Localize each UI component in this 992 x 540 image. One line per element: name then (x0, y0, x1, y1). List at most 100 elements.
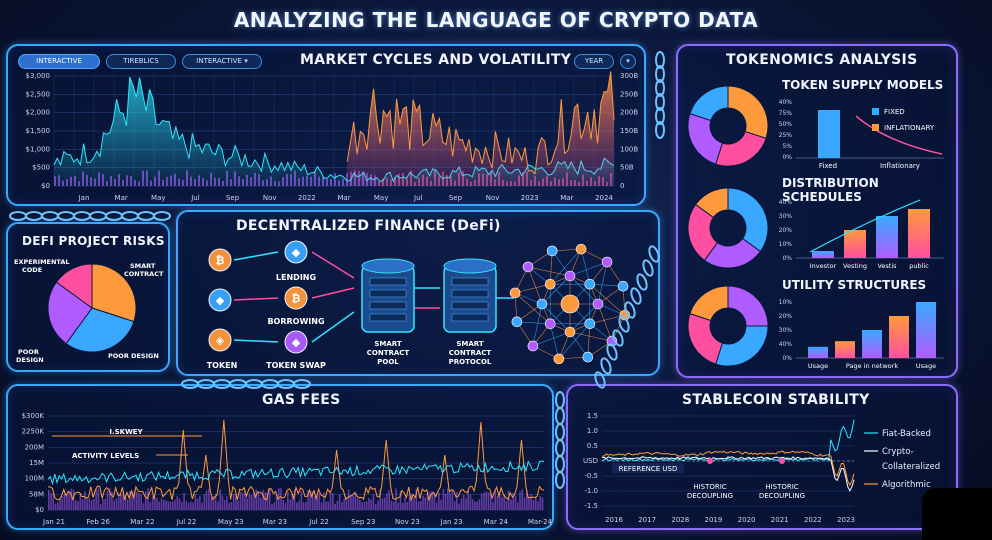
price-series-orange-line (346, 71, 615, 175)
utility-y-tick: 30% (779, 327, 793, 334)
supply-y-tick: 5% (782, 143, 792, 150)
interactive-button[interactable]: INTERACTIVE (18, 54, 100, 69)
gas-bar (341, 502, 343, 510)
gas-y-tick: 100M (25, 475, 44, 483)
network-node-icon (509, 287, 521, 299)
gas-bar (383, 497, 386, 510)
gas-bar (165, 500, 167, 510)
gas-bar (334, 503, 336, 510)
gas-bar (66, 494, 68, 510)
x-tick-label: May (374, 194, 388, 202)
chain-link (153, 211, 171, 221)
chain-link (655, 121, 665, 139)
x-tick-label: 2024 (595, 194, 613, 202)
utility-bar (808, 346, 828, 358)
dist-x-label: public (909, 262, 929, 270)
network-edge (589, 283, 624, 287)
smart-contract-protocol-server-slot (451, 313, 489, 322)
flow-arrow (311, 287, 355, 299)
gas-bar (84, 491, 86, 510)
supply-y-tick: 75% (779, 110, 793, 117)
network-node-icon (536, 298, 548, 310)
network-node-icon (564, 270, 576, 282)
gas-x-tick: May 23 (218, 518, 244, 526)
gas-x-tick: Mar 24 (484, 518, 509, 526)
x-tick-label: Jul (413, 194, 423, 202)
network-edge (569, 261, 608, 277)
gas-bar (532, 499, 535, 510)
utility-x-label-1: Page in network (846, 362, 898, 370)
gas-bar (131, 491, 134, 510)
stable-legend-2: Algorithmic (882, 480, 931, 490)
gas-bar (413, 497, 415, 510)
gas-x-tick: Mar-24 (528, 518, 553, 526)
stable-panel: STABLECOIN STABILITY 1.5 1.0 0.5 USD -0.5 -1.… (566, 384, 958, 530)
smart-contract-pool-server-slot (369, 301, 407, 310)
gas-bar (336, 500, 339, 510)
decoupling-label-b-0: DECOUPLING (687, 492, 733, 500)
gas-bar (343, 499, 345, 510)
price-series-cyan-area (54, 76, 614, 186)
gas-bar (528, 497, 530, 510)
gas-bar (99, 503, 102, 510)
gas-bar (498, 491, 501, 510)
gas-bar (476, 501, 478, 510)
dist-donut-segment (694, 187, 729, 219)
gas-bar (505, 501, 508, 510)
gas-bar (541, 497, 544, 510)
gas-bar (144, 491, 147, 510)
smart-contract-protocol-server-slot (451, 301, 489, 310)
chain-link (9, 211, 27, 221)
dist-y-tick: 0% (782, 255, 792, 262)
smart-contract-pool-server (361, 265, 415, 333)
gas-bar (496, 495, 499, 510)
network-node-icon (560, 294, 580, 314)
gas-bar (379, 488, 382, 510)
gas-bar (361, 502, 363, 510)
gas-x-tick: Jul 22 (176, 518, 197, 526)
pool-label-a: SMART (374, 340, 402, 348)
chevron-down-icon[interactable]: ▾ (620, 54, 636, 69)
y-tick-label: $500 (32, 164, 50, 172)
utility-donut-segment (727, 285, 769, 327)
year-dropdown[interactable]: YEAR (574, 54, 614, 69)
gas-y-tick: 2250K (22, 428, 45, 436)
gas-y-tick: $0 (35, 506, 44, 514)
gas-bar (478, 499, 481, 510)
gas-bar (390, 500, 393, 510)
gas-bar (460, 498, 463, 510)
gas-bar (311, 491, 314, 510)
x-tick-label: Mar (560, 194, 573, 202)
utility-y-tick: 20% (779, 313, 793, 320)
gas-series-orange (47, 419, 545, 502)
risk-label-1a: SMART (130, 262, 156, 270)
gas-bar (70, 488, 73, 510)
gas-panel: GAS FEES $300K 2250K 200M 15M 100M 58M $0 Jan 2… (6, 384, 554, 530)
gas-bar (429, 491, 431, 510)
dist-y-tick: 10% (779, 241, 793, 248)
gas-bar (244, 490, 246, 510)
network-edge (549, 323, 560, 359)
interactive-dropdown[interactable]: INTERACTIVE ▾ (182, 54, 262, 69)
network-edge (587, 323, 591, 358)
gas-bar (248, 493, 251, 510)
market-panel: INTERACTIVE TIREBLICS INTERACTIVE ▾ MARK… (6, 44, 646, 206)
gas-bar (79, 493, 82, 510)
network-edge (541, 275, 571, 305)
risk-label-2a: POOR (18, 348, 39, 356)
stable-legend-1: Crypto- (882, 447, 914, 457)
chain-link (555, 439, 565, 457)
stable-x-tick: 2016 (605, 516, 623, 524)
gas-bar (422, 495, 424, 510)
gas-bar (133, 490, 136, 510)
risk-label-3: POOR DESIGN (108, 352, 159, 360)
network-node-icon (546, 245, 558, 257)
tireblics-button[interactable]: TIREBLICS (106, 54, 176, 69)
gas-bar (487, 492, 490, 510)
pool-label-c: POOL (377, 358, 399, 366)
stable-chart: 1.5 1.0 0.5 USD -0.5 -1.0 -1.5 2016 2017 2028 2019… (583, 412, 940, 524)
gas-bar (135, 492, 138, 510)
network-node-icon (522, 261, 534, 273)
dist-bar (844, 230, 866, 258)
gas-bar (514, 495, 517, 510)
